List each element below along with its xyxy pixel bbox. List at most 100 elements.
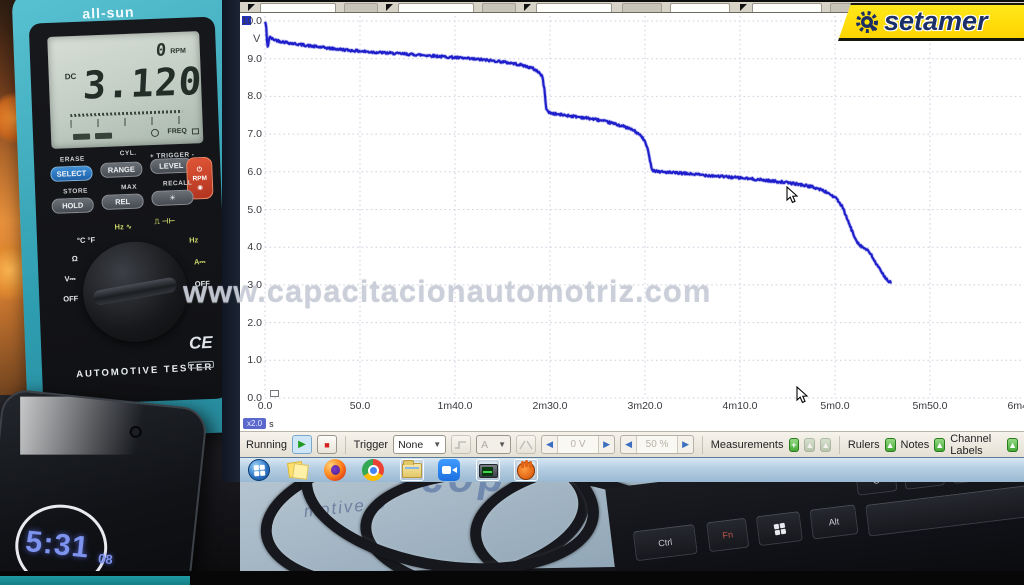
taskbar-picoscope-active[interactable] bbox=[476, 459, 500, 481]
gear-icon bbox=[856, 10, 878, 33]
phone: 5:31 08 bbox=[0, 387, 209, 585]
increment-arrow-icon[interactable]: ▶ bbox=[682, 439, 690, 449]
multimeter: all-sun DC 0 RPM 3.120 FREQ ERASE bbox=[11, 0, 245, 440]
y-axis-tick-label: 4.0 bbox=[247, 241, 262, 254]
button-label-cyl: CYL. bbox=[119, 149, 137, 158]
lcd-status-badge bbox=[72, 133, 91, 141]
light-icon: ◉ bbox=[197, 183, 204, 191]
button-label-max: MAX bbox=[120, 183, 138, 192]
chrome-icon bbox=[362, 459, 384, 481]
channel-a-marker[interactable] bbox=[242, 16, 251, 25]
trigger-mode-dropdown[interactable]: None ▼ bbox=[393, 435, 447, 454]
x-axis-tick-label: 0.0 bbox=[257, 400, 273, 412]
decrement-arrow-icon[interactable]: ◀ bbox=[546, 439, 554, 449]
key-b: B bbox=[950, 482, 993, 485]
knob-handle bbox=[92, 276, 178, 307]
cropped-button[interactable] bbox=[622, 3, 662, 12]
key-alt: Alt bbox=[809, 504, 859, 540]
cropped-button[interactable] bbox=[482, 3, 516, 12]
trigger-marker-icon[interactable] bbox=[270, 390, 279, 397]
stop-capture-button[interactable]: ■ bbox=[316, 435, 337, 454]
trigger-edge-button[interactable] bbox=[451, 435, 472, 454]
range-button[interactable]: RANGE bbox=[100, 161, 143, 179]
key-ctrl: Ctrl bbox=[632, 523, 698, 562]
y-axis-unit: V bbox=[253, 33, 261, 45]
notes-label: Notes bbox=[900, 438, 930, 451]
cropped-dropdown[interactable] bbox=[260, 3, 336, 12]
pretrigger-spinner[interactable]: ◀ 50 % ▶ bbox=[620, 435, 695, 454]
windows-start-icon bbox=[248, 459, 270, 481]
add-measurement-button[interactable]: + bbox=[788, 437, 800, 452]
bottom-teal-strip bbox=[0, 576, 190, 585]
taskbar-sticky-notes[interactable] bbox=[286, 459, 310, 481]
cropped-button[interactable] bbox=[344, 3, 378, 12]
cropped-control bbox=[524, 4, 531, 11]
lcd-rpm-value: 0 bbox=[155, 40, 167, 61]
y-axis-tick-label: 3.0 bbox=[247, 278, 262, 291]
y-axis-tick-label: 10.0 bbox=[241, 15, 262, 27]
separator bbox=[839, 435, 840, 454]
hold-button[interactable]: HOLD bbox=[51, 197, 94, 214]
notes-toggle-button[interactable]: ▲ bbox=[934, 437, 946, 452]
key-v: V bbox=[902, 482, 946, 490]
cropped-dropdown[interactable] bbox=[752, 3, 822, 12]
timebase-unit: s bbox=[269, 418, 274, 429]
trigger-level-spinner[interactable]: ◀ 0 V ▶ bbox=[541, 435, 616, 454]
key-fn: Fn bbox=[706, 517, 750, 553]
dial-symbol-diode: ⎍ ⊣⊢ bbox=[154, 216, 176, 226]
taskbar-firefox[interactable] bbox=[324, 459, 348, 481]
lcd-clock-icon bbox=[150, 128, 160, 138]
delete-measurement-button[interactable]: ▲ bbox=[820, 437, 832, 452]
rulers-label: Rulers bbox=[847, 438, 880, 451]
edit-measurement-button[interactable]: ▲ bbox=[804, 437, 816, 452]
start-capture-button[interactable]: ▶ bbox=[291, 435, 312, 454]
setamer-logo: setamer bbox=[838, 3, 1024, 41]
x-axis-tick-label: 2m30.0 bbox=[532, 400, 568, 412]
x-axis-tick-label: 6m40.0 bbox=[1007, 400, 1024, 412]
cropped-control bbox=[386, 4, 393, 11]
lcd-main-value: 3.120 bbox=[82, 58, 204, 108]
windows-key-icon bbox=[772, 522, 786, 535]
rel-button[interactable]: REL bbox=[101, 193, 144, 211]
cropped-dropdown[interactable] bbox=[398, 3, 474, 12]
trigger-channel-dropdown[interactable]: A ▼ bbox=[476, 435, 512, 454]
cropped-dropdown[interactable] bbox=[536, 3, 612, 12]
backlight-button[interactable]: ☀ bbox=[151, 189, 194, 207]
y-axis-tick-label: 1.0 bbox=[247, 354, 262, 367]
mouse-cursor bbox=[786, 186, 799, 204]
channel-labels-toggle-button[interactable]: ▲ bbox=[1007, 437, 1018, 452]
measurements-label: Measurements bbox=[710, 438, 784, 451]
folder-icon bbox=[402, 460, 422, 478]
rulers-toggle-button[interactable]: ▲ bbox=[884, 437, 896, 452]
button-label-store: STORE bbox=[63, 187, 89, 196]
y-axis-tick-label: 5.0 bbox=[247, 203, 262, 216]
firefox-icon bbox=[324, 459, 346, 481]
select-button[interactable]: SELECT bbox=[50, 165, 93, 182]
trigger-options-button[interactable] bbox=[516, 435, 537, 454]
cropped-dropdown[interactable] bbox=[670, 3, 730, 12]
y-axis-tick-label: 2.0 bbox=[247, 316, 262, 329]
trigger-label: Trigger bbox=[353, 438, 389, 451]
y-axis-tick-label: 0.0 bbox=[247, 392, 262, 404]
taskbar-zoom[interactable] bbox=[438, 459, 462, 481]
y-axis-tick-label: 7.0 bbox=[247, 128, 262, 141]
laptop-keyboard: C V B Ctrl Fn Alt bbox=[605, 482, 1024, 585]
multimeter-face: DC 0 RPM 3.120 FREQ ERASE CYL. + TRIGGER… bbox=[28, 16, 230, 406]
taskbar-chrome[interactable] bbox=[362, 459, 386, 481]
taskbar-file-explorer-active[interactable] bbox=[400, 459, 424, 481]
dark-object-edge bbox=[222, 0, 240, 482]
rising-edge-icon bbox=[455, 440, 467, 449]
x-axis-tick-label: 3m20.0 bbox=[627, 400, 663, 412]
taskbar-hand-tool[interactable] bbox=[514, 459, 538, 481]
video-camera-icon bbox=[438, 459, 460, 481]
start-button[interactable] bbox=[248, 459, 272, 481]
decrement-arrow-icon[interactable]: ◀ bbox=[625, 439, 633, 449]
rotary-knob[interactable] bbox=[81, 239, 189, 344]
increment-arrow-icon[interactable]: ▶ bbox=[603, 439, 611, 449]
mouse-cursor bbox=[796, 386, 809, 404]
lcd-aux-label: FREQ bbox=[167, 127, 188, 136]
sticky-notes-icon bbox=[292, 463, 309, 480]
dial-label-off-left: OFF bbox=[63, 293, 79, 304]
scope-plot-svg bbox=[263, 16, 1024, 399]
